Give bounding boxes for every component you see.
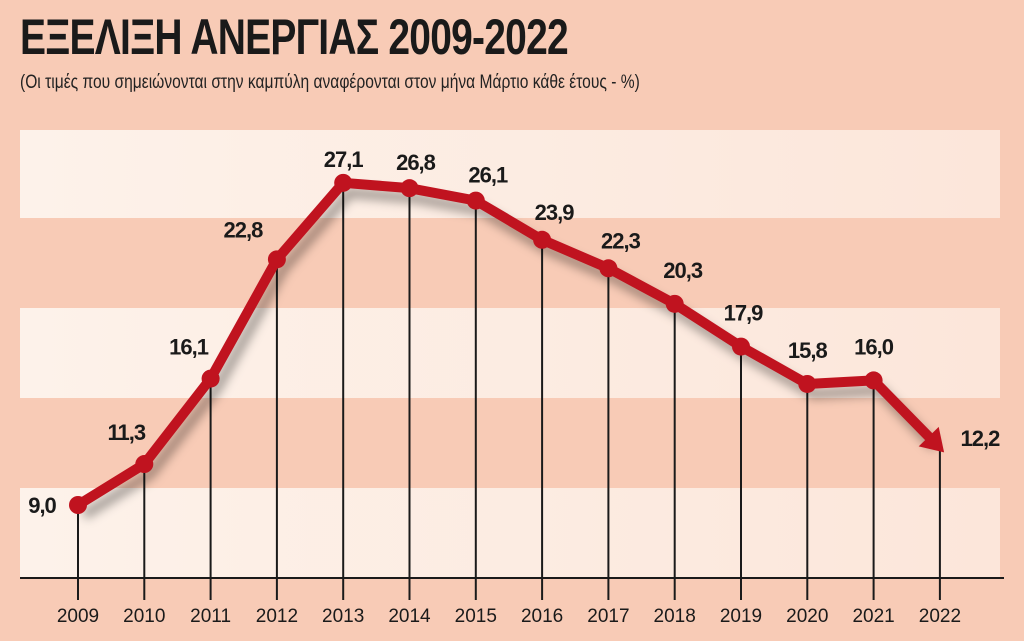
data-point [267,250,286,269]
data-point [665,294,684,313]
data-label: 26,8 [396,150,436,175]
background-band [20,488,1000,578]
data-label: 16,0 [854,334,894,359]
data-label: 11,3 [107,420,145,445]
data-label: 16,1 [169,335,209,360]
data-label: 17,9 [724,301,764,326]
x-tick-label: 2015 [455,606,497,627]
data-point [400,179,419,198]
x-tick-label: 2011 [190,606,231,627]
data-label: 22,8 [223,217,263,242]
chart-subtitle: (Οι τιμές που σημειώνονται στην καμπύλη … [20,72,640,93]
x-tick-label: 2016 [521,606,563,627]
data-point [69,496,87,514]
data-label: 20,3 [663,258,703,283]
background-band [20,130,1000,218]
data-point [466,191,485,210]
data-point [334,173,353,192]
x-tick-label: 2019 [720,606,762,627]
data-label: 15,8 [788,338,828,363]
data-label: 12,2 [960,426,1000,451]
x-tick-label: 2014 [388,606,431,627]
chart-title: ΕΞΕΛΙΞΗ ΑΝΕΡΓΙΑΣ 2009-2022 [20,9,569,65]
data-label: 22,3 [601,228,641,253]
x-tick-label: 2021 [852,606,894,627]
x-tick-label: 2017 [587,606,629,627]
data-label: 9,0 [28,493,56,518]
x-tick-label: 2013 [322,606,364,627]
x-tick-label: 2009 [57,606,99,627]
arrow-head [918,426,945,453]
data-point [201,369,220,388]
data-point [798,374,817,393]
data-label: 26,1 [468,163,508,188]
data-point [533,230,552,249]
data-point [864,371,883,390]
data-label: 23,9 [535,200,575,225]
x-tick-label: 2020 [786,606,828,627]
data-label: 27,1 [324,147,364,172]
x-tick-label: 2022 [919,606,961,627]
x-tick-label: 2018 [654,606,696,627]
data-point [732,337,750,356]
series-line [73,177,934,510]
data-point [135,455,154,474]
x-tick-label: 2012 [256,606,298,627]
data-point [599,259,618,278]
x-tick-label: 2010 [123,606,165,627]
